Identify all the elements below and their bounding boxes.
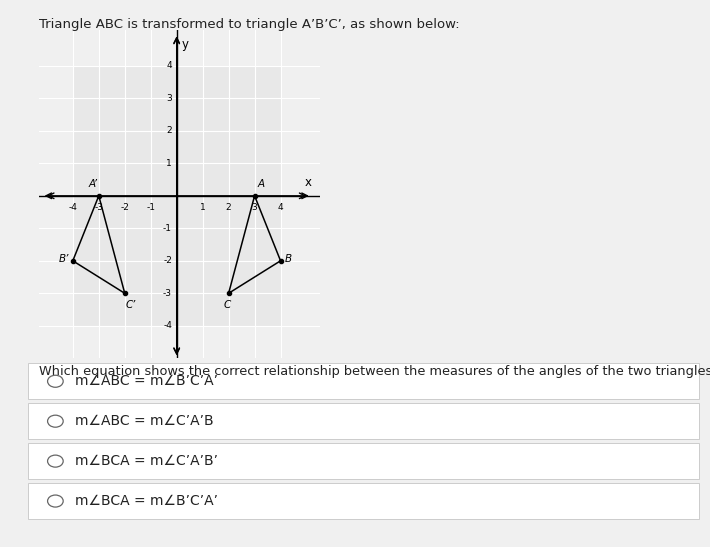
Text: x: x: [305, 176, 311, 189]
Text: 2: 2: [166, 126, 172, 135]
Text: m∠BCA = m∠C’A’B’: m∠BCA = m∠C’A’B’: [75, 454, 217, 468]
Text: -2: -2: [120, 203, 129, 212]
Text: C’: C’: [126, 300, 136, 310]
Text: m∠BCA = m∠B’C’A’: m∠BCA = m∠B’C’A’: [75, 494, 217, 508]
Text: -3: -3: [163, 289, 172, 298]
Text: B: B: [285, 254, 292, 264]
Text: C: C: [224, 300, 231, 310]
Text: 3: 3: [166, 94, 172, 103]
Text: -4: -4: [163, 321, 172, 330]
Text: 1: 1: [200, 203, 205, 212]
Text: -2: -2: [163, 257, 172, 265]
Text: B’: B’: [58, 254, 69, 264]
Text: m∠ABC = m∠C’A’B: m∠ABC = m∠C’A’B: [75, 414, 213, 428]
Text: -4: -4: [68, 203, 77, 212]
Text: -1: -1: [163, 224, 172, 233]
Text: -3: -3: [94, 203, 103, 212]
Text: m∠ABC = m∠B’C’A’: m∠ABC = m∠B’C’A’: [75, 374, 217, 388]
Text: A: A: [258, 179, 265, 189]
Text: 4: 4: [278, 203, 283, 212]
Text: -1: -1: [146, 203, 155, 212]
Text: 3: 3: [252, 203, 258, 212]
Text: Which equation shows the correct relationship between the measures of the angles: Which equation shows the correct relatio…: [39, 365, 710, 379]
Text: 1: 1: [166, 159, 172, 168]
Text: 2: 2: [226, 203, 231, 212]
Text: 4: 4: [166, 61, 172, 71]
Text: Triangle ABC is transformed to triangle A’B’C’, as shown below:: Triangle ABC is transformed to triangle …: [39, 18, 459, 31]
Text: y: y: [181, 38, 188, 51]
Text: A’: A’: [89, 179, 97, 189]
Bar: [73, 66, 280, 326]
